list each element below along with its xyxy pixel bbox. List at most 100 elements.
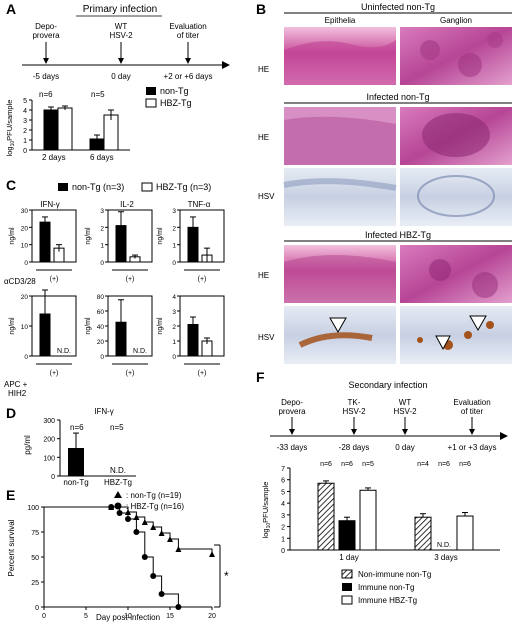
c-box-2 xyxy=(179,209,225,263)
c-ytick-label: 80 xyxy=(97,294,105,301)
e-ytick-label: 100 xyxy=(27,505,39,512)
e-point-0-4 xyxy=(141,519,148,525)
f-legend-swatch-0 xyxy=(341,569,353,579)
d-chart: 0 100 200 300 xyxy=(43,418,136,481)
a-legend-1: HBZ-Tg xyxy=(160,98,192,108)
f-tl-0-l2: provera xyxy=(278,407,306,416)
c-ytick-label: 30 xyxy=(21,208,29,215)
f-ytick-label: 4 xyxy=(281,501,285,508)
f-legend-0: Non-immune non-Tg xyxy=(358,570,431,579)
e-point-1-5 xyxy=(141,554,148,560)
c-legend-1: HBZ-Tg (n=3) xyxy=(156,182,211,192)
f-n-1-2: n=6 xyxy=(459,461,471,468)
a-tl-0-l1: Depo- xyxy=(35,22,57,31)
c-ylabel-0: ng/ml xyxy=(9,227,16,245)
arrowhead-marker-3 xyxy=(435,335,451,351)
c-bar-0-0 xyxy=(39,221,51,263)
f-ytick-label: 6 xyxy=(281,478,285,485)
a-timeline: Depo- provera -5 days WT HSV-2 0 day Eva… xyxy=(32,22,212,81)
c-ytick-label: 20 xyxy=(21,225,29,232)
a-tl-0-day: -5 days xyxy=(33,72,59,81)
a-tl-1-l2: HSV-2 xyxy=(109,31,133,40)
c-box-3 xyxy=(31,295,77,357)
e-point-1-2 xyxy=(116,510,123,516)
f-title: Secondary infection xyxy=(348,380,427,390)
a-tl-2-l2: of titer xyxy=(177,31,200,40)
a-tl-2-day: +2 or +6 days xyxy=(164,72,213,81)
e-xlabel: Day post-infection xyxy=(96,613,160,622)
a-n-0: n=6 xyxy=(39,90,53,99)
e-ytick-label: 50 xyxy=(31,555,39,562)
panel-label-f: F xyxy=(256,369,265,385)
a-title: Primary infection xyxy=(83,4,157,15)
c-plus-5: (+) xyxy=(198,370,207,377)
e-point-1-6 xyxy=(150,573,157,579)
e-xtick-label: 10 xyxy=(124,613,132,620)
f-tl-1-l2: HSV-2 xyxy=(342,407,366,416)
c-ytick-label: 0 xyxy=(24,260,28,267)
f-n-0-2: n=5 xyxy=(362,461,374,468)
b-he-1: HE xyxy=(258,65,269,74)
d-title: IFN-γ xyxy=(94,407,114,416)
arrowhead-marker-1 xyxy=(329,317,347,334)
e-ylabel: Percent survival xyxy=(7,519,16,576)
e-point-0-5 xyxy=(150,524,157,530)
d-ytick-label: 200 xyxy=(43,437,55,444)
c-ytick-label: 0 xyxy=(100,260,104,267)
f-group-1: 3 days xyxy=(434,553,458,562)
f-bar-1-0 xyxy=(338,520,356,551)
e-ytick-label: 0 xyxy=(35,605,39,612)
c-title-0: IFN-γ xyxy=(40,200,60,209)
a-ytick-label: 3 xyxy=(23,118,27,125)
f-legend-2: Immune HBZ-Tg xyxy=(358,596,417,605)
c-ylabel-1: ng/ml xyxy=(85,227,92,245)
e-point-0-6 xyxy=(158,530,165,536)
a-group-1: 6 days xyxy=(90,153,114,162)
e-point-1-1 xyxy=(108,504,115,510)
f-bar-0-0 xyxy=(317,482,335,551)
b-img-nontg-epi-hsv xyxy=(284,168,396,226)
f-tl-1-l1: TK- xyxy=(348,398,361,407)
arrowhead-marker-2 xyxy=(469,315,487,332)
c-ytick-label: 20 xyxy=(97,339,105,346)
c-plus-3: (+) xyxy=(50,370,59,377)
a-tl-0-l2: provera xyxy=(32,31,60,40)
f-timeline: Depo- provera -33 days TK- HSV-2 -28 day… xyxy=(277,398,497,452)
c-plus-4: (+) xyxy=(126,370,135,377)
e-point-1-8 xyxy=(175,604,182,610)
b-img-hbz-gang-hsv xyxy=(400,306,512,364)
panel-label-c: C xyxy=(6,177,16,193)
f-tl-1-day: -28 days xyxy=(339,443,370,452)
c-ytick-label: 0 xyxy=(24,354,28,361)
b-img-hbz-gang-he xyxy=(400,245,512,303)
b-hsv-1: HSV xyxy=(258,192,275,201)
e-xtick-label: 20 xyxy=(208,613,216,620)
f-tl-3-day: +1 or +3 days xyxy=(448,443,497,452)
c-ytick-label: 1 xyxy=(100,243,104,250)
c-apc2: HIH2 xyxy=(8,389,27,398)
d-bar-0 xyxy=(68,448,84,476)
a-legend-swatch-1 xyxy=(145,98,157,108)
d-cat-1: HBZ-Tg xyxy=(104,478,132,487)
f-ytick-label: 7 xyxy=(281,466,285,473)
f-tl-2-l2: HSV-2 xyxy=(393,407,417,416)
f-bar-2-1 xyxy=(456,515,474,551)
a-tl-1-day: 0 day xyxy=(111,72,131,81)
c-ytick-label: 2 xyxy=(172,324,176,331)
a-ytick-label: 5 xyxy=(23,98,27,105)
f-ylabel: log10PFU/sample xyxy=(261,482,272,539)
c-nd-4: N.D. xyxy=(133,348,147,355)
e-point-0-8 xyxy=(175,546,182,552)
f-legend-swatch-2 xyxy=(341,595,353,605)
panel-label-b: B xyxy=(256,1,266,17)
d-ytick-label: 100 xyxy=(43,455,55,462)
c-box-4 xyxy=(107,295,153,357)
a-bar-1-0 xyxy=(57,107,73,151)
c-ytick-label: 3 xyxy=(172,309,176,316)
e-legend-marker-0 xyxy=(114,491,122,498)
e-point-1-7 xyxy=(158,591,165,597)
c-ytick-label: 2 xyxy=(172,225,176,232)
a-group-0: 2 days xyxy=(42,153,66,162)
f-ytick-label: 0 xyxy=(281,548,285,555)
b-uninfected: Uninfected non-Tg xyxy=(361,2,435,12)
